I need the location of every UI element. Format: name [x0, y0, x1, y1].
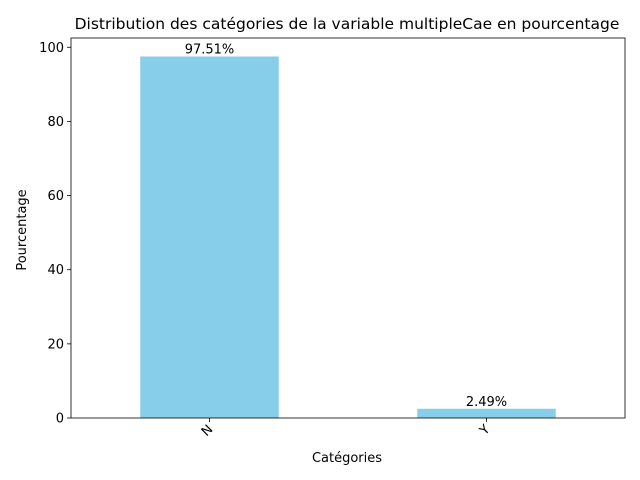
y-tick-label: 40	[47, 263, 64, 278]
y-tick-label: 60	[47, 189, 64, 204]
y-tick-label: 100	[39, 41, 64, 56]
chart-title: Distribution des catégories de la variab…	[75, 15, 620, 33]
x-axis-label: Catégories	[312, 451, 382, 466]
y-tick-label: 0	[56, 412, 64, 427]
axes-frame	[70, 37, 626, 419]
y-axis-label: Pourcentage	[15, 189, 30, 270]
x-tick-label: Y	[476, 422, 493, 439]
data-label-n: 97.51%	[185, 42, 235, 57]
data-label-y: 2.49%	[466, 395, 507, 410]
plot-area: 97.51% N 2.49% Y 0 20 40 60 80 100	[39, 37, 626, 440]
y-tick-label: 20	[47, 337, 64, 352]
x-tick-label: N	[199, 422, 216, 439]
bar-y	[417, 408, 556, 418]
y-tick-label: 80	[47, 115, 64, 130]
bar-n	[140, 56, 279, 418]
